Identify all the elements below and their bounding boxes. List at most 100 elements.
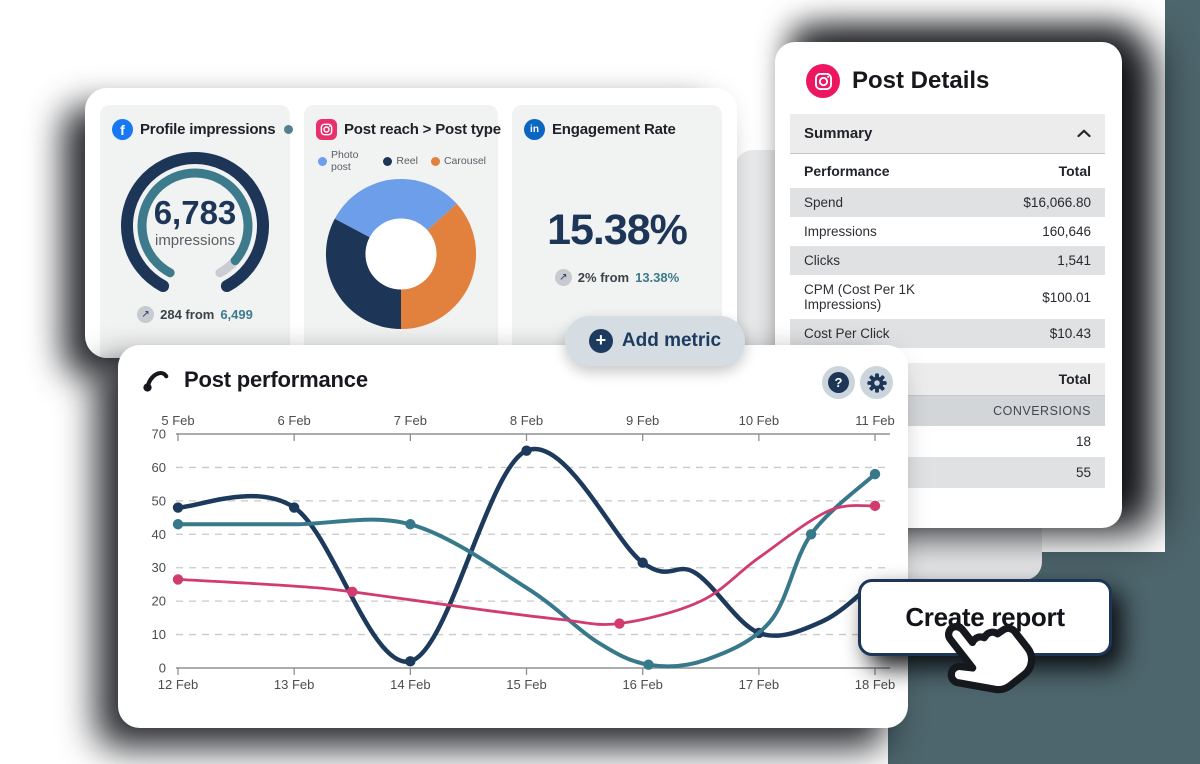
svg-text:7 Feb: 7 Feb: [394, 413, 427, 428]
widget-post-reach: Post reach > Post type Photo post Reel C…: [304, 105, 501, 358]
post-details-title: Post Details: [852, 67, 990, 94]
chevron-up-icon: [1077, 129, 1091, 138]
post-performance-card: Post performance ? 0 10 20 30 40 50 60 70 5 Feb 6…: [118, 345, 908, 728]
widget-title: Engagement Rate: [552, 121, 676, 138]
svg-text:12 Feb: 12 Feb: [158, 677, 198, 692]
widget-title: Profile impressions: [140, 121, 276, 138]
instagram-icon: [806, 64, 840, 98]
series-pink-point: [172, 574, 184, 585]
metric-value: $100.01: [1042, 289, 1091, 305]
series-teal-point: [643, 659, 654, 670]
series-navy-point: [172, 502, 184, 513]
series-pink-point: [869, 500, 881, 512]
metric-value: 160,646: [1042, 224, 1091, 239]
change-previous-value: 6,499: [220, 307, 253, 322]
post-type-donut-chart: [325, 178, 477, 330]
post-performance-title: Post performance: [184, 367, 368, 392]
legend-dot-carousel: [430, 156, 440, 166]
legend-item: Reel: [383, 149, 418, 173]
svg-text:17 Feb: 17 Feb: [739, 677, 779, 692]
plus-icon: +: [588, 329, 613, 353]
impressions-gauge: [121, 152, 269, 293]
trend-arrow-icon: ↗: [137, 306, 155, 323]
gear-icon: [866, 372, 887, 393]
change-text: 2% from: [577, 270, 630, 285]
svg-text:10 Feb: 10 Feb: [739, 413, 779, 428]
svg-text:0: 0: [159, 661, 166, 676]
series-navy-line: [175, 446, 878, 664]
series-navy-point: [521, 445, 532, 456]
metric-value: 1,541: [1057, 253, 1091, 268]
table-row: Spend $16,066.80: [790, 188, 1105, 217]
metric-label: Clicks: [804, 253, 840, 268]
svg-text:20: 20: [152, 594, 166, 609]
change-text: 284 from: [160, 307, 215, 322]
performance-table-header: Performance: [790, 154, 1010, 188]
facebook-icon: f: [112, 119, 133, 140]
legend-item: Photo post: [318, 149, 370, 173]
series-pink-point: [614, 618, 625, 629]
svg-text:14 Feb: 14 Feb: [390, 677, 430, 692]
performance-table-header: Total: [1009, 154, 1105, 188]
help-button[interactable]: ?: [822, 366, 855, 399]
svg-text:5 Feb: 5 Feb: [161, 413, 194, 428]
series-navy-point: [637, 557, 648, 568]
series-teal-point: [869, 468, 881, 480]
post-performance-line-chart: 0 10 20 30 40 50 60 705 Feb 6 Feb 7 Feb 8 Feb 9 Feb…: [152, 413, 896, 692]
hand-cursor-icon: [945, 623, 1036, 694]
svg-text:15 Feb: 15 Feb: [506, 677, 546, 692]
legend-dot-photo-post: [318, 156, 327, 166]
change-previous-value: 13.38%: [635, 270, 680, 285]
svg-text:50: 50: [152, 493, 166, 508]
svg-text:70: 70: [152, 427, 166, 442]
table-row: CPM (Cost Per 1K Impressions) $100.01: [790, 275, 1105, 319]
donut-legend: Photo post Reel Carousel: [318, 149, 486, 173]
series-navy-point: [405, 656, 416, 667]
table-row: Clicks 1,541: [790, 246, 1105, 275]
engagement-rate-value: 15.38%: [547, 206, 688, 254]
svg-text:18 Feb: 18 Feb: [855, 677, 895, 692]
svg-text:16 Feb: 16 Feb: [622, 677, 662, 692]
metrics-card: f Profile impressions 6,783 impressions …: [85, 88, 737, 358]
linkedin-icon: in: [524, 119, 545, 140]
series-teal-line: [176, 472, 877, 669]
svg-text:13 Feb: 13 Feb: [274, 677, 314, 692]
widget-title: Post reach > Post type: [344, 121, 501, 138]
gauge-unit: impressions: [154, 232, 236, 249]
metric-value: $10.43: [1049, 326, 1091, 341]
series-teal-point: [172, 519, 184, 530]
svg-text:9 Feb: 9 Feb: [626, 413, 659, 428]
svg-text:60: 60: [152, 460, 166, 475]
svg-text:8 Feb: 8 Feb: [510, 413, 543, 428]
series-navy-point: [288, 502, 300, 513]
metric-label: Impressions: [804, 224, 877, 239]
widget-profile-impressions: f Profile impressions 6,783 impressions …: [100, 105, 294, 358]
svg-text:40: 40: [152, 527, 166, 542]
widget-engagement-rate: in Engagement Rate 15.38% ↗ 2% from 13.3…: [512, 105, 722, 358]
performance-table: Performance Total Spend $16,066.80 Impress…: [790, 154, 1105, 348]
metric-label: Spend: [804, 195, 844, 210]
metric-label: Cost Per Click: [804, 326, 890, 341]
series-teal-point: [405, 519, 416, 530]
add-metric-button[interactable]: + Add metric: [565, 316, 745, 366]
series-pink-point: [347, 586, 358, 597]
series-teal-point: [805, 529, 817, 540]
svg-text:11 Feb: 11 Feb: [855, 413, 895, 428]
table-row: Cost Per Click $10.43: [790, 319, 1105, 348]
settings-button[interactable]: [860, 366, 893, 399]
instagram-icon: [316, 119, 337, 140]
svg-text:10: 10: [152, 627, 166, 642]
table-row: Impressions 160,646: [790, 217, 1105, 246]
metric-value: $16,066.80: [1023, 195, 1091, 210]
svg-text:6 Feb: 6 Feb: [278, 413, 311, 428]
svg-text:30: 30: [152, 560, 166, 575]
summary-collapse-header[interactable]: Summary: [790, 114, 1105, 154]
metric-label: CPM (Cost Per 1K Impressions): [804, 282, 916, 312]
status-dot-icon: [284, 125, 294, 134]
performance-table-body: Spend $16,066.80 Impressions 160,646 Clicks 1…: [790, 188, 1105, 348]
question-mark-icon: ?: [828, 372, 849, 393]
legend-item: Carousel: [430, 149, 486, 173]
legend-dot-reel: [383, 156, 393, 166]
gauge-value: 6,783: [153, 194, 237, 231]
